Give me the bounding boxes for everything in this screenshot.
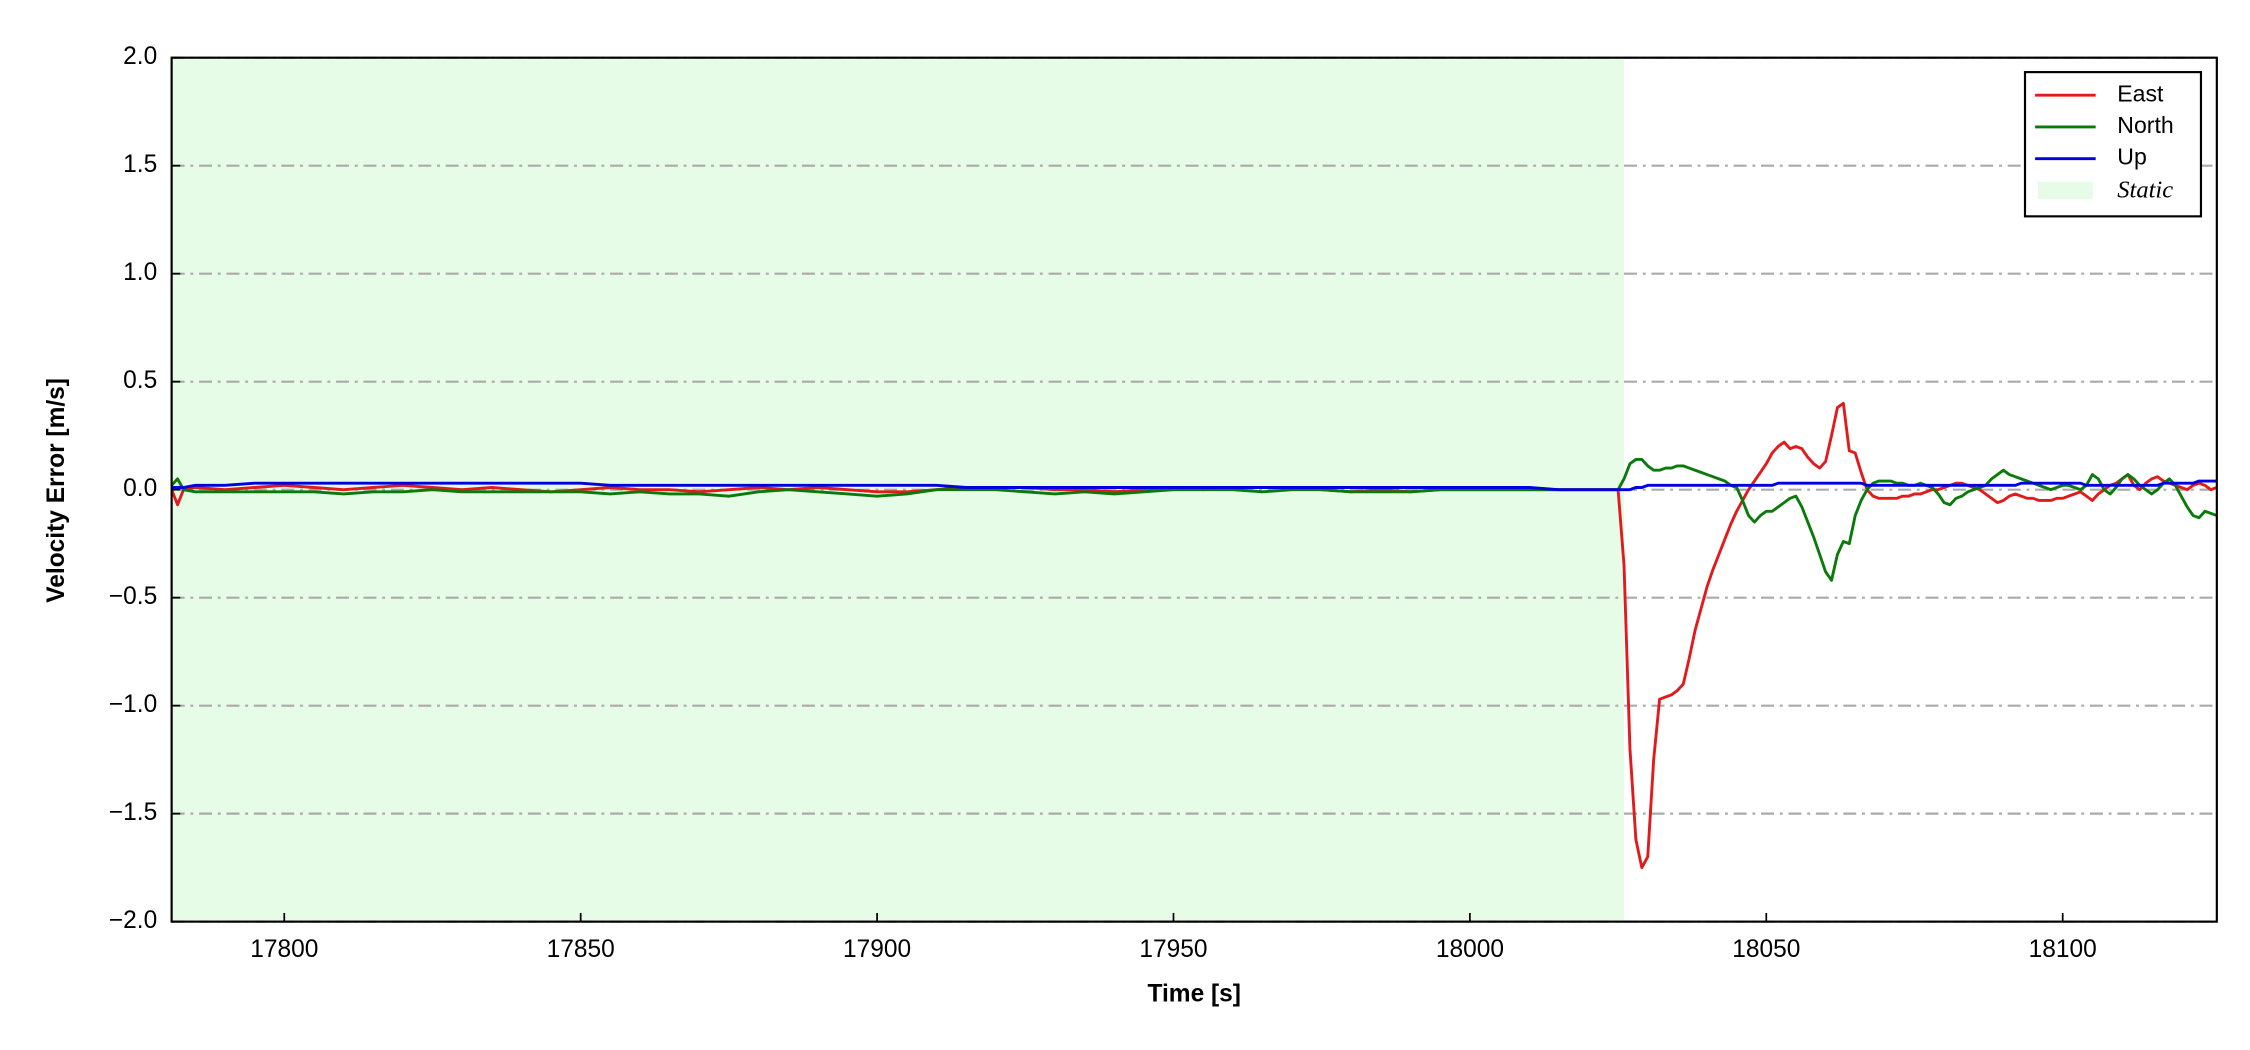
legend-label: Static bbox=[2117, 176, 2173, 203]
legend-label: East bbox=[2117, 80, 2164, 106]
x-tick-label: 17950 bbox=[1139, 936, 1207, 963]
series-line bbox=[171, 457, 2217, 582]
y-axis-title: Velocity Error [m/s] bbox=[43, 378, 70, 603]
y-tick-label: 1.5 bbox=[123, 151, 157, 178]
legend-label: North bbox=[2117, 112, 2173, 138]
y-tick-label: −0.5 bbox=[109, 583, 157, 610]
x-tick-label: 17900 bbox=[843, 936, 911, 963]
x-tick-label: 18100 bbox=[2029, 936, 2097, 963]
y-tick-label: 2.0 bbox=[123, 43, 157, 70]
legend-swatch bbox=[2037, 181, 2093, 200]
legend-label: Up bbox=[2117, 144, 2146, 170]
x-tick-label: 17850 bbox=[547, 936, 615, 963]
x-tick-label: 18000 bbox=[1436, 936, 1504, 963]
series-line bbox=[171, 479, 2217, 492]
x-tick-label: 17800 bbox=[250, 936, 318, 963]
legend: East North Up Static bbox=[2023, 71, 2203, 218]
x-axis-title: Time [s] bbox=[1147, 981, 1241, 1008]
y-tick-label: 0.5 bbox=[123, 367, 157, 394]
y-tick-label: 1.0 bbox=[123, 259, 157, 286]
series-line bbox=[171, 401, 2217, 870]
series-lines bbox=[171, 401, 2217, 870]
x-tick-label: 18050 bbox=[1732, 936, 1800, 963]
y-tick-label: −1.5 bbox=[109, 799, 157, 826]
axes: −2.0 −1.5 −1.0 −0.5 0.0 0.5 1.0 1.5 2.0 17800 1785… bbox=[109, 43, 2218, 963]
plot-frame bbox=[170, 56, 2218, 923]
y-tick-label: −1.0 bbox=[109, 691, 157, 718]
y-tick-label: 0.0 bbox=[123, 475, 157, 502]
y-tick-label: −2.0 bbox=[109, 907, 157, 934]
